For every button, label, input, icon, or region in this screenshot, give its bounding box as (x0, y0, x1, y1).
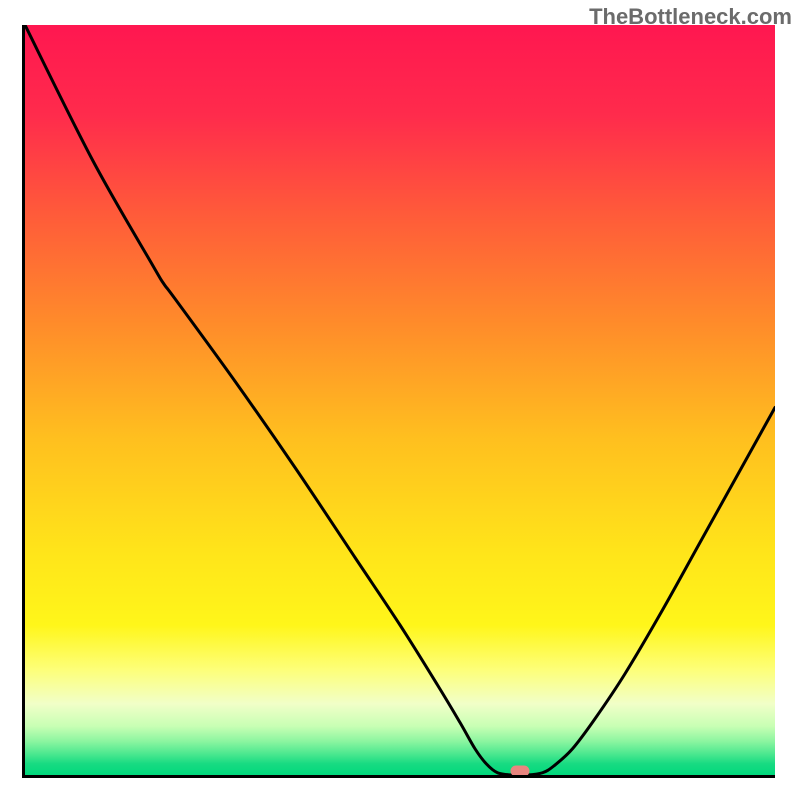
plot-area (25, 25, 775, 775)
y-axis-line (22, 25, 25, 778)
bottleneck-chart: TheBottleneck.com (0, 0, 800, 800)
curve-layer (25, 25, 775, 775)
x-axis-line (22, 775, 775, 778)
bottleneck-curve (25, 25, 775, 775)
